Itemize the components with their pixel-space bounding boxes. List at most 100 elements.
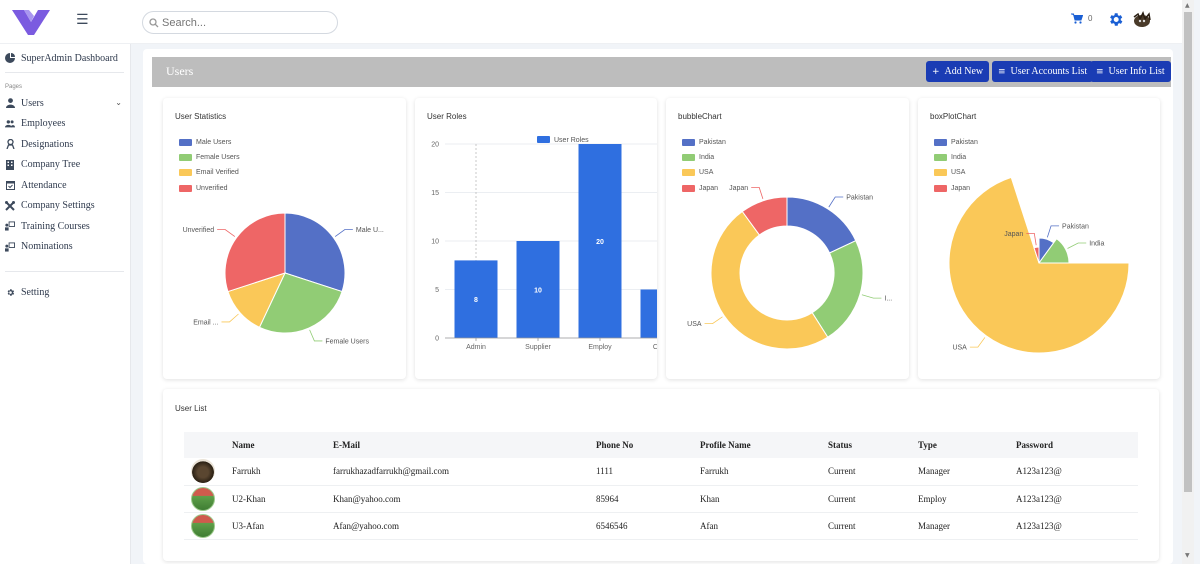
search-box[interactable] (142, 11, 338, 34)
card-title: boxPlotChart (930, 112, 977, 121)
sidebar-item-label: Users (21, 97, 44, 109)
legend-item[interactable]: Pakistan (682, 135, 726, 150)
slice-label: India (1089, 241, 1104, 248)
bar-value-label: 8 (474, 297, 478, 304)
scroll-up-icon[interactable]: ▲ (1185, 2, 1190, 9)
table-row[interactable]: U2-Khan Khan@yahoo.com 85964 Khan Curren… (184, 485, 1138, 513)
sidebar-item-company-tree[interactable]: Company Tree (0, 155, 130, 176)
sidebar-item-label: Company Tree (21, 159, 81, 171)
employees-icon (5, 119, 15, 129)
legend-label: Email Verified (196, 169, 239, 177)
legend-item[interactable]: India (682, 150, 726, 165)
col-header[interactable]: Profile Name (700, 432, 828, 458)
sidebar-item-training-courses[interactable]: Training Courses (0, 216, 130, 237)
legend-label: USA (699, 169, 714, 177)
search-input[interactable] (162, 16, 322, 29)
user-icon (5, 98, 15, 109)
legend-item[interactable]: USA (934, 165, 978, 180)
sidebar-item-users[interactable]: Users ⌄ (0, 93, 130, 114)
card-title: bubbleChart (678, 112, 722, 121)
user-accounts-list-button[interactable]: ≡ User Accounts List (992, 61, 1094, 82)
cart-count: 0 (1088, 14, 1093, 23)
scroll-down-icon[interactable]: ▼ (1185, 552, 1190, 559)
label-line (828, 196, 844, 208)
legend-item[interactable]: Female Users (179, 150, 240, 165)
sidebar-item-designations[interactable]: Designations (0, 134, 130, 155)
cart-icon (1071, 13, 1083, 24)
y-tick-label: 10 (431, 239, 439, 246)
dashboard-label: SuperAdmin Dashboard (21, 52, 118, 64)
user-avatar (191, 459, 215, 484)
cell-status: Current (828, 485, 918, 513)
label-line (969, 337, 986, 348)
slice-label: I... (884, 296, 892, 303)
table-header-row: Name E-Mail Phone No Profile Name Status… (184, 432, 1138, 458)
cell-name: Farrukh (232, 458, 333, 486)
x-tick-label: Admin (466, 344, 486, 351)
box-plot-chart-card: boxPlotChart Pakistan India USA Japan Pa… (918, 98, 1160, 379)
bar-value-label: 10 (534, 288, 542, 295)
page-scrollbar[interactable]: ▲ ▼ (1182, 0, 1194, 564)
search-icon (149, 17, 159, 27)
table-row[interactable]: Farrukh farrukhazadfarrukh@gmail.com 111… (184, 458, 1138, 486)
cell-status: Current (828, 458, 918, 486)
legend-item[interactable]: Pakistan (934, 135, 978, 150)
add-new-button[interactable]: + Add New (926, 61, 990, 82)
col-header[interactable]: Name (232, 432, 333, 458)
cell-phone: 85964 (596, 485, 700, 513)
legend-label: India (699, 154, 715, 162)
user-info-list-button[interactable]: ≡ User Info List (1090, 61, 1171, 82)
legend-item[interactable]: Email Verified (179, 165, 240, 180)
page-header-bar: Users + Add New ≡ User Accounts List ≡ U… (152, 57, 1171, 87)
scrollbar-thumb[interactable] (1184, 12, 1192, 492)
cart-button[interactable]: 0 (1071, 13, 1092, 24)
sidebar-item-employees[interactable]: Employees (0, 114, 130, 135)
bar (516, 241, 560, 338)
x-tick-label: Supplier (525, 344, 551, 351)
sidebar-item-setting[interactable]: Setting (0, 282, 130, 303)
legend-label: USA (951, 169, 966, 177)
legend-item[interactable]: Japan (934, 181, 978, 196)
col-header[interactable]: Status (828, 432, 918, 458)
pie-slice (741, 196, 788, 236)
col-header[interactable]: Password (1016, 432, 1138, 458)
col-header[interactable]: E-Mail (333, 432, 596, 458)
chevron-down-icon[interactable]: ⌄ (115, 98, 122, 107)
sidebar-divider (5, 271, 124, 272)
legend-item[interactable]: Male Users (179, 135, 240, 150)
legend-label: Pakistan (951, 139, 978, 147)
sidebar-item-nominations[interactable]: Nominations (0, 237, 130, 258)
label-line (1026, 232, 1037, 246)
user-statistics-pie-chart: Male U... Female Users Email ... Unverified (183, 212, 384, 345)
chart-legend: Pakistan India USA Japan (934, 135, 978, 196)
sidebar-item-attendance[interactable]: Attendance (0, 175, 130, 196)
building-icon (5, 159, 15, 170)
legend-item[interactable]: India (934, 150, 978, 165)
col-header[interactable]: Phone No (596, 432, 700, 458)
sidebar-item-dashboard[interactable]: SuperAdmin Dashboard (0, 44, 130, 66)
menu-toggle-icon[interactable]: ☰ (76, 12, 89, 28)
sidebar-item-company-settings[interactable]: Company Settings (0, 196, 130, 217)
legend-item[interactable]: USA (682, 165, 726, 180)
table-row[interactable]: U3-Afan Afan@yahoo.com 6546546 Afan Curr… (184, 512, 1138, 540)
legend-item[interactable]: Unverified (179, 181, 240, 196)
y-tick-label: 20 (431, 142, 439, 149)
plus-icon: + (932, 66, 940, 77)
app-logo[interactable] (12, 8, 50, 41)
cell-name: U3-Afan (232, 512, 333, 540)
bubble-donut-chart: Pakistan I... USA Japan (687, 185, 892, 350)
settings-gear-icon[interactable] (1107, 11, 1124, 33)
slice-label: Japan (729, 185, 748, 192)
bar-value-label: 20 (596, 239, 604, 246)
sidebar-item-label: Nominations (21, 241, 73, 253)
legend-label: India (951, 154, 967, 162)
top-bar: ☰ 0 (0, 0, 1182, 44)
legend-item[interactable]: Japan (682, 181, 726, 196)
add-new-label: Add New (944, 66, 984, 77)
sidebar-item-label: Designations (21, 138, 74, 150)
label-line (217, 229, 236, 237)
col-header[interactable]: Type (918, 432, 1016, 458)
user-avatar[interactable] (1132, 11, 1152, 34)
user-info-list-label: User Info List (1108, 66, 1165, 77)
